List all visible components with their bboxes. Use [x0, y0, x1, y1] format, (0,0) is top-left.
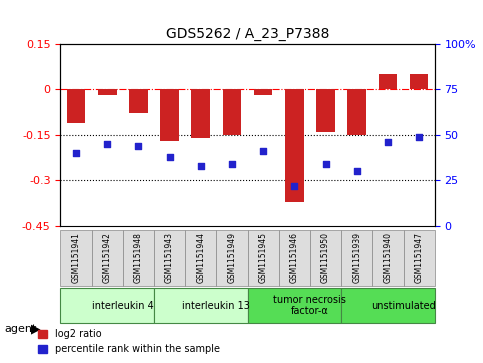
- Text: GSM1151949: GSM1151949: [227, 232, 237, 284]
- FancyBboxPatch shape: [60, 230, 92, 286]
- Point: [166, 154, 173, 159]
- FancyBboxPatch shape: [279, 230, 310, 286]
- Text: interleukin 4: interleukin 4: [92, 301, 154, 311]
- Bar: [223, 89, 242, 135]
- Legend: log2 ratio, percentile rank within the sample: log2 ratio, percentile rank within the s…: [34, 326, 224, 358]
- FancyBboxPatch shape: [60, 288, 154, 323]
- Bar: [379, 74, 397, 89]
- Bar: [160, 89, 179, 141]
- Bar: [254, 89, 272, 95]
- Text: GSM1151939: GSM1151939: [352, 232, 361, 284]
- FancyBboxPatch shape: [403, 230, 435, 286]
- Text: GSM1151940: GSM1151940: [384, 232, 392, 284]
- FancyBboxPatch shape: [341, 288, 435, 323]
- FancyBboxPatch shape: [123, 230, 154, 286]
- Text: ▶: ▶: [31, 322, 41, 335]
- FancyBboxPatch shape: [310, 230, 341, 286]
- Point: [290, 183, 298, 189]
- Point: [103, 141, 111, 147]
- Point: [353, 168, 361, 174]
- Point: [134, 143, 142, 148]
- Bar: [347, 89, 366, 135]
- Point: [72, 150, 80, 156]
- FancyBboxPatch shape: [154, 230, 185, 286]
- Point: [322, 161, 329, 167]
- Text: GSM1151948: GSM1151948: [134, 232, 143, 284]
- Text: GSM1151944: GSM1151944: [196, 232, 205, 284]
- FancyBboxPatch shape: [154, 288, 247, 323]
- Bar: [98, 89, 116, 95]
- FancyBboxPatch shape: [247, 288, 341, 323]
- Point: [259, 148, 267, 154]
- Bar: [191, 89, 210, 138]
- Text: unstimulated: unstimulated: [371, 301, 436, 311]
- Point: [197, 163, 205, 168]
- Bar: [67, 89, 85, 123]
- Text: GSM1151947: GSM1151947: [414, 232, 424, 284]
- Bar: [285, 89, 304, 201]
- Title: GDS5262 / A_23_P7388: GDS5262 / A_23_P7388: [166, 27, 329, 41]
- Text: GSM1151941: GSM1151941: [71, 232, 81, 284]
- Text: tumor necrosis
factor-α: tumor necrosis factor-α: [273, 295, 346, 317]
- Text: GSM1151946: GSM1151946: [290, 232, 299, 284]
- Text: GSM1151942: GSM1151942: [103, 232, 112, 284]
- FancyBboxPatch shape: [216, 230, 247, 286]
- Bar: [410, 74, 428, 89]
- Text: GSM1151943: GSM1151943: [165, 232, 174, 284]
- FancyBboxPatch shape: [372, 230, 403, 286]
- Text: GSM1151950: GSM1151950: [321, 232, 330, 284]
- Text: interleukin 13: interleukin 13: [183, 301, 250, 311]
- Text: agent: agent: [5, 323, 37, 334]
- FancyBboxPatch shape: [185, 230, 216, 286]
- Point: [384, 139, 392, 145]
- Bar: [129, 89, 148, 113]
- FancyBboxPatch shape: [92, 230, 123, 286]
- FancyBboxPatch shape: [247, 230, 279, 286]
- Point: [415, 134, 423, 139]
- Text: GSM1151945: GSM1151945: [258, 232, 268, 284]
- Point: [228, 161, 236, 167]
- FancyBboxPatch shape: [341, 230, 372, 286]
- Bar: [316, 89, 335, 132]
